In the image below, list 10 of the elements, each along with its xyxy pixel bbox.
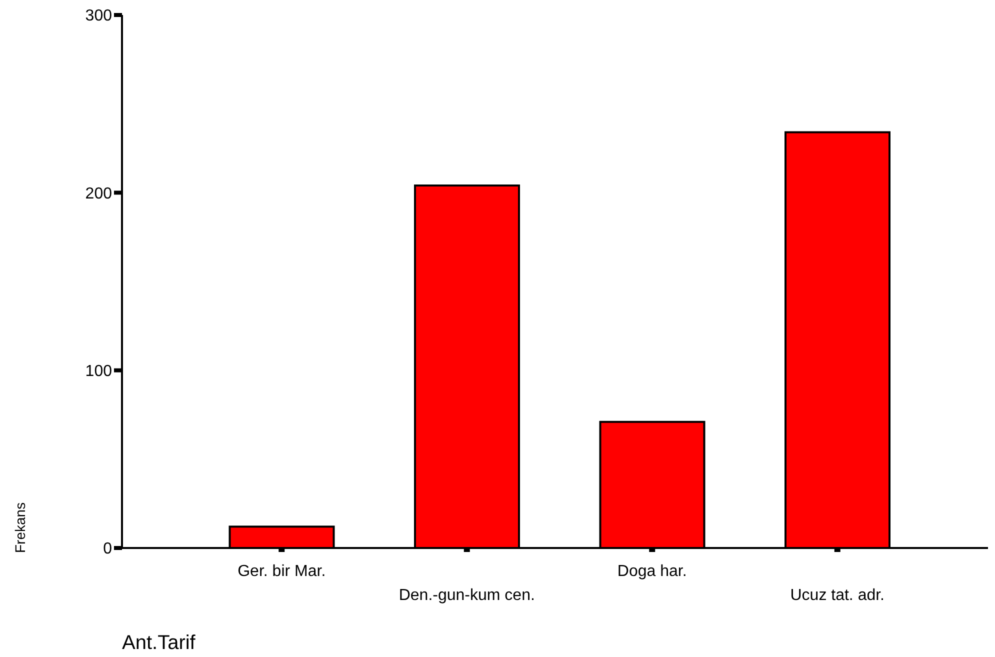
- y-tick-label: 200: [85, 185, 112, 202]
- x-axis-title: Ant.Tarif: [122, 632, 196, 655]
- x-tick-label: Ger. bir Mar.: [238, 563, 326, 580]
- y-axis-title: Frekans: [12, 502, 28, 553]
- x-tick-label: Den.-gun-kum cen.: [398, 587, 535, 604]
- y-tick-label: 0: [103, 540, 112, 558]
- x-tick-label: Doga har.: [617, 563, 687, 580]
- y-tick-label: 300: [85, 8, 112, 25]
- y-tick-label: 100: [85, 363, 112, 380]
- x-tick-label: Ucuz tat. adr.: [790, 587, 885, 604]
